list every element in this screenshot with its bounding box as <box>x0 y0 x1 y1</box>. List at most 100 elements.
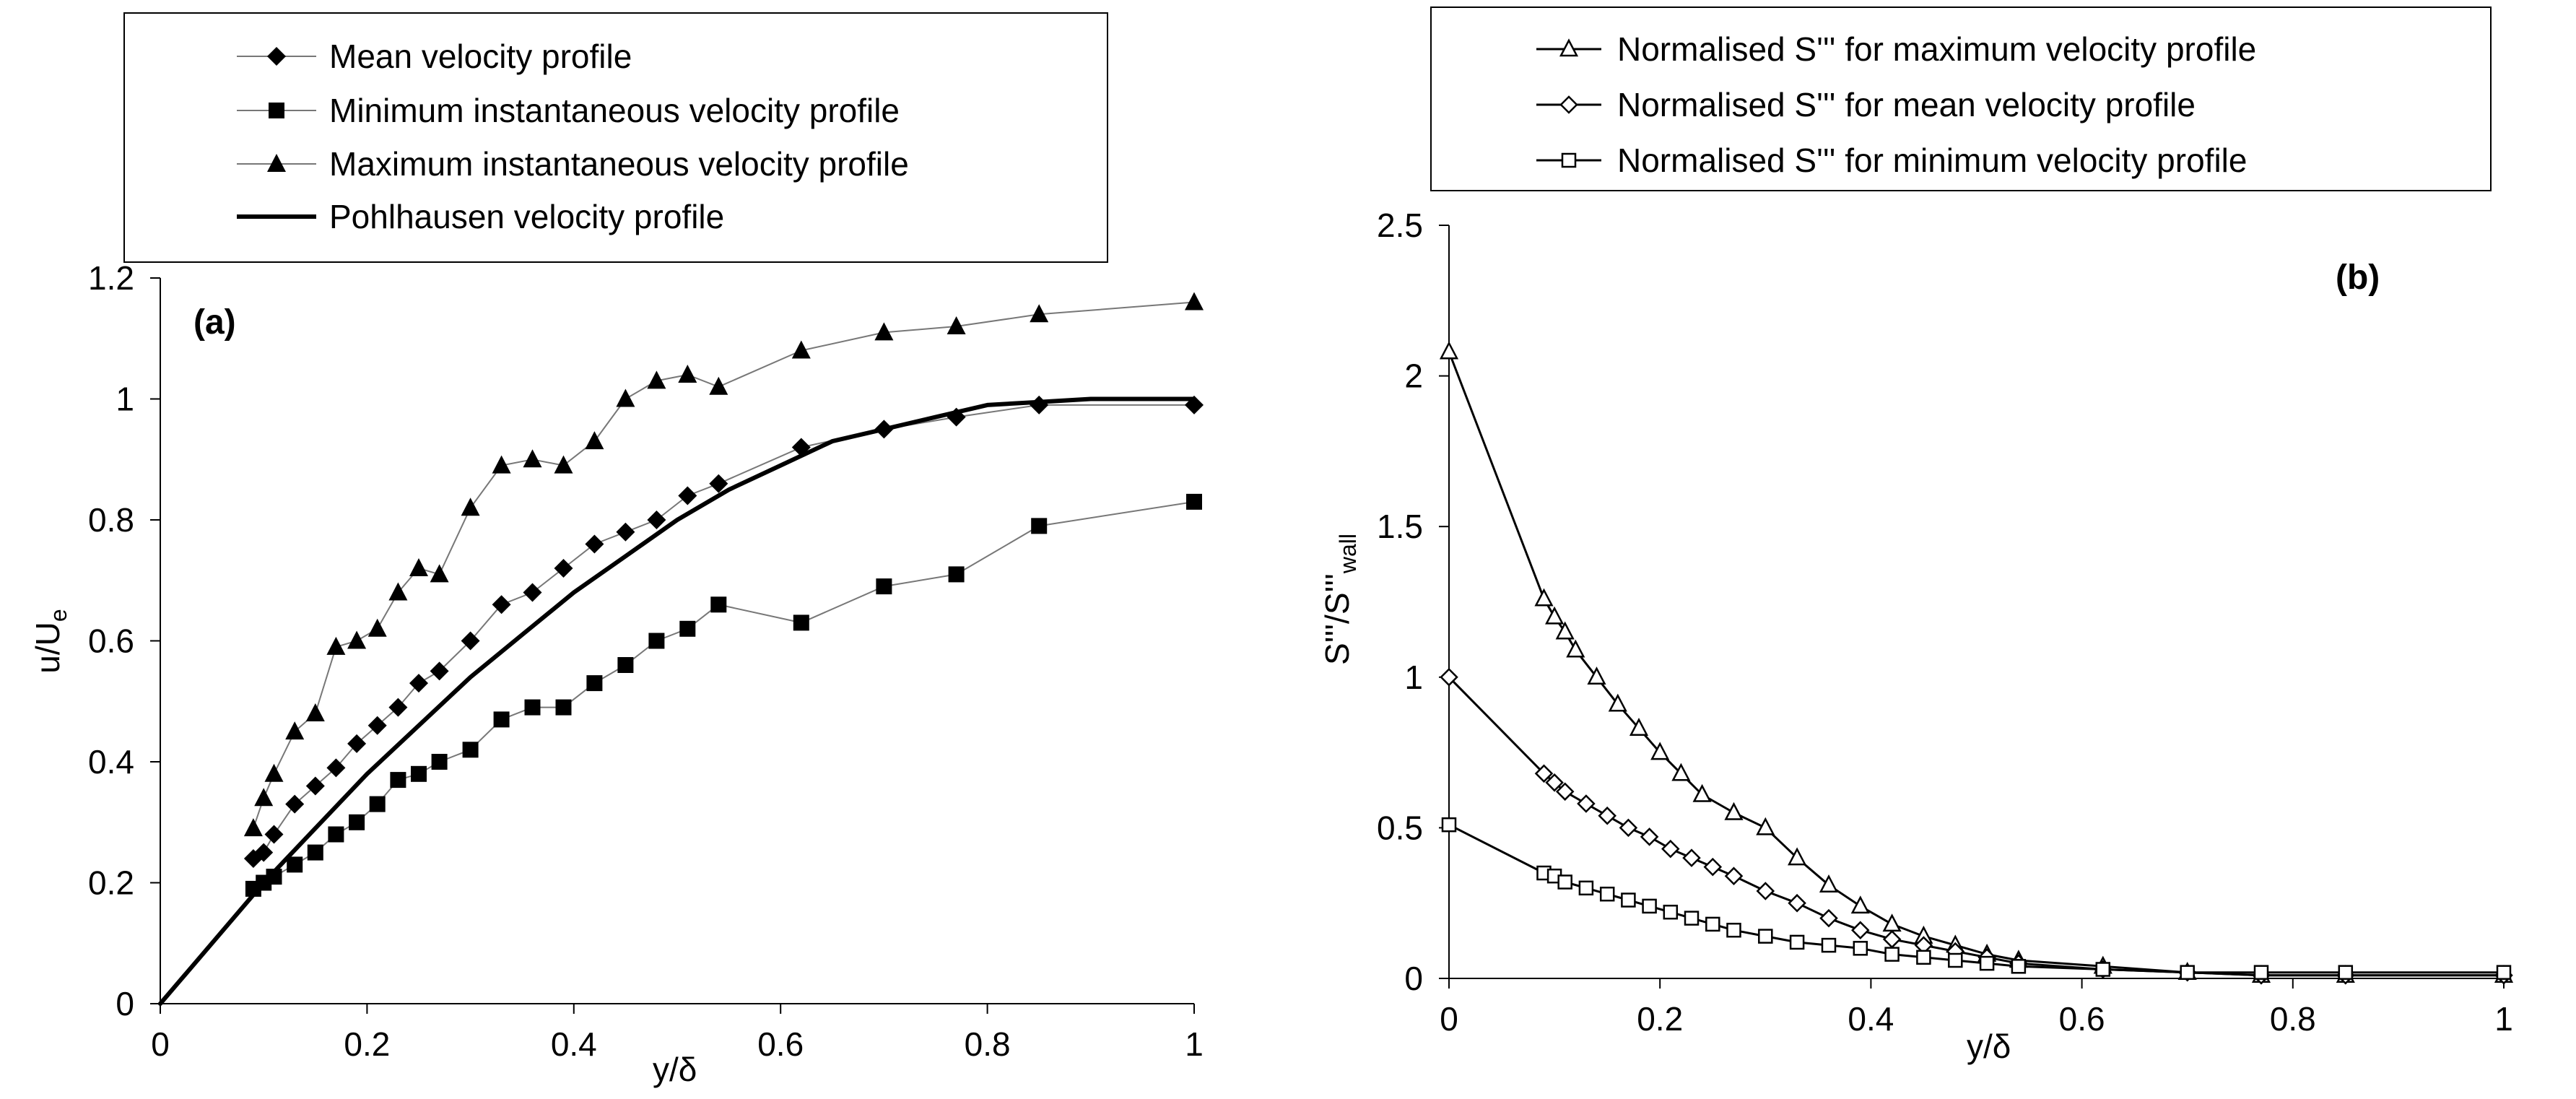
data-point-b-1 <box>1704 858 1722 876</box>
y-tick-label-a: 0.8 <box>88 501 134 539</box>
data-point-b-2 <box>2338 965 2354 980</box>
data-point-b-2 <box>1758 929 1773 944</box>
x-tick-label-a: 0.2 <box>344 1025 390 1063</box>
legend-box-a <box>123 12 1108 263</box>
series-a <box>158 292 1204 1006</box>
series-b <box>1440 342 2513 985</box>
data-point-b-2 <box>1441 817 1457 833</box>
data-point-a-2 <box>709 376 728 395</box>
panel-label-a: (a) <box>193 303 236 342</box>
data-point-a-2 <box>264 763 284 782</box>
y-tick-label-b: 1 <box>1404 659 1423 696</box>
data-point-b-2 <box>1599 886 1615 902</box>
x-axis-label-b: y/δ <box>1967 1028 2011 1065</box>
data-point-a-1 <box>369 796 386 812</box>
data-point-b-2 <box>1663 904 1679 920</box>
data-point-b-2 <box>2011 959 2027 974</box>
data-point-b-2 <box>1948 952 1963 968</box>
ticks-b: 0 0.5 1 1.5 2 2.5 0 0.2 0.4 0.6 0.8 1 <box>1377 207 2513 1038</box>
y-axis-label-a: u/Ue <box>29 609 71 673</box>
data-point-b-2 <box>1821 937 1837 953</box>
data-point-a-1 <box>307 844 323 861</box>
x-tick-label-b: 1 <box>2494 1000 2513 1038</box>
legend-item-mean: Mean velocity profile <box>237 38 632 75</box>
data-point-a-0 <box>554 559 573 578</box>
data-point-b-2 <box>1557 874 1572 890</box>
data-point-a-0 <box>647 511 666 529</box>
data-point-b-1 <box>1619 819 1637 837</box>
x-tick-label-a: 0 <box>151 1025 170 1063</box>
data-point-a-0 <box>585 534 604 554</box>
data-point-a-1 <box>679 620 696 637</box>
legend-item-s-maximum: Normalised S''' for maximum velocity pro… <box>1536 30 2256 68</box>
data-point-b-1 <box>1757 882 1775 900</box>
y-axis-label-b-sub: wall <box>1335 534 1361 574</box>
y-tick-label-b: 2.5 <box>1377 207 1423 244</box>
data-point-a-1 <box>876 578 892 595</box>
data-point-a-1 <box>948 566 965 583</box>
data-point-b-2 <box>2180 965 2195 980</box>
data-point-b-2 <box>1726 922 1741 938</box>
data-point-b-0 <box>1757 818 1775 835</box>
data-point-b-2 <box>1789 934 1805 950</box>
x-tick-label-b: 0.4 <box>1848 1000 1894 1038</box>
data-point-a-1 <box>1031 518 1048 534</box>
data-point-a-1 <box>462 742 479 758</box>
y-tick-label-a: 1 <box>116 381 134 418</box>
data-point-a-1 <box>586 675 603 692</box>
x-tick-label-b: 0 <box>1440 1000 1458 1038</box>
data-point-a-2 <box>243 818 263 837</box>
data-point-b-1 <box>1851 921 1870 939</box>
series-line-a-0 <box>252 404 1195 859</box>
data-point-a-2 <box>430 564 449 583</box>
y-tick-label-b: 0.5 <box>1377 809 1423 846</box>
data-point-a-0 <box>264 825 284 844</box>
data-point-a-0 <box>523 583 542 602</box>
y-tick-label-b: 0 <box>1404 960 1423 997</box>
x-tick-label-b: 0.8 <box>2270 1000 2316 1038</box>
x-tick-label-a: 1 <box>1185 1025 1204 1063</box>
data-point-b-0 <box>1545 607 1564 625</box>
data-point-b-2 <box>2095 962 2111 977</box>
ticks-a: 0 0.2 0.4 0.6 0.8 1 1.2 0 0.2 0.4 0.6 0.8 1 <box>88 259 1204 1063</box>
data-point-a-2 <box>678 365 697 383</box>
data-point-a-2 <box>1185 292 1204 310</box>
data-point-a-1 <box>349 814 365 830</box>
data-point-a-2 <box>285 721 305 740</box>
data-point-b-2 <box>2496 965 2512 980</box>
data-point-a-0 <box>616 522 635 542</box>
data-point-a-1 <box>1186 493 1202 510</box>
legend-label-s-maximum: Normalised S''' for maximum velocity pro… <box>1617 30 2256 68</box>
legend-label-mean: Mean velocity profile <box>329 38 632 75</box>
data-point-b-1 <box>1598 807 1616 825</box>
data-point-a-1 <box>524 699 541 716</box>
data-point-b-0 <box>1567 640 1585 658</box>
y-tick-label-b: 1.5 <box>1377 508 1423 545</box>
data-point-b-2 <box>1979 955 1995 971</box>
data-point-b-1 <box>1725 866 1743 885</box>
data-point-a-2 <box>585 431 604 450</box>
legend-label-minimum: Minimum instantaneous velocity profile <box>329 92 900 129</box>
legend-item-minimum: Minimum instantaneous velocity profile <box>237 92 900 129</box>
data-point-b-2 <box>1884 947 1900 962</box>
legend-item-s-minimum: Normalised S''' for minimum velocity pro… <box>1536 142 2247 179</box>
data-point-a-0 <box>409 674 428 693</box>
data-point-b-1 <box>1577 794 1596 813</box>
data-point-a-2 <box>347 630 367 649</box>
panel-label-b: (b) <box>2336 259 2380 297</box>
data-point-a-0 <box>678 486 697 505</box>
y-axis-label-b-main: S'''/S''' <box>1318 573 1356 665</box>
y-tick-label-a: 0.4 <box>88 743 134 781</box>
y-tick-label-a: 1.2 <box>88 259 134 297</box>
data-point-a-2 <box>461 498 480 516</box>
legend-box-b <box>1430 6 2492 191</box>
y-axis-label-b: S'''/S'''wall <box>1318 534 1361 665</box>
data-point-a-2 <box>367 618 387 637</box>
data-point-a-1 <box>648 633 665 649</box>
data-point-b-1 <box>1661 840 1680 858</box>
data-point-b-1 <box>1883 930 1901 949</box>
data-point-b-0 <box>1883 914 1901 932</box>
legend-item-s-mean: Normalised S''' for mean velocity profil… <box>1536 86 2196 123</box>
data-point-a-1 <box>431 754 448 770</box>
